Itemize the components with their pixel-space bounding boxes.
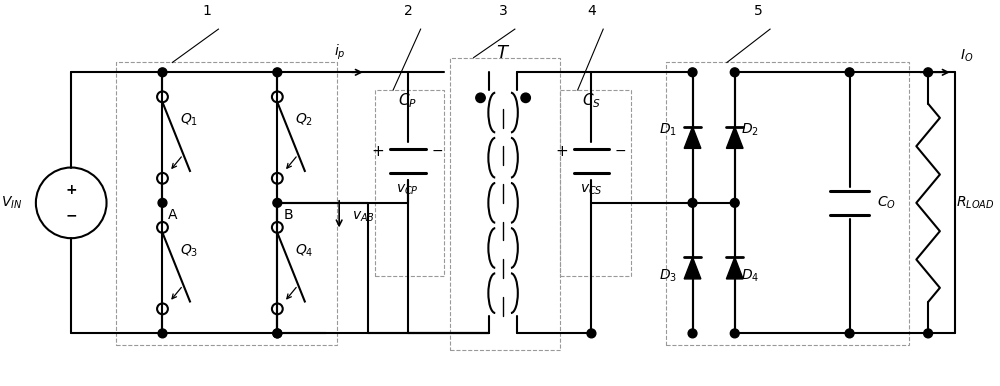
Text: +: + <box>372 144 384 159</box>
Polygon shape <box>726 257 743 279</box>
Bar <box>116 63 337 345</box>
Polygon shape <box>684 257 701 279</box>
Circle shape <box>587 329 596 338</box>
Text: $Q_3$: $Q_3$ <box>180 242 198 259</box>
Text: A: A <box>167 208 177 222</box>
Text: $T$: $T$ <box>496 44 510 63</box>
Text: $v_{AB}$: $v_{AB}$ <box>352 209 375 224</box>
Text: 1: 1 <box>202 4 211 18</box>
Text: $C_P$: $C_P$ <box>398 91 417 110</box>
Circle shape <box>730 68 739 77</box>
Circle shape <box>158 68 167 77</box>
Text: −: − <box>431 144 443 158</box>
Text: $C_O$: $C_O$ <box>877 195 896 211</box>
Text: B: B <box>283 208 293 222</box>
Circle shape <box>688 329 697 338</box>
Text: $D_3$: $D_3$ <box>659 268 677 284</box>
Text: 5: 5 <box>754 4 763 18</box>
Circle shape <box>273 198 282 207</box>
Text: +: + <box>555 144 568 159</box>
Circle shape <box>158 198 167 207</box>
Text: +: + <box>65 183 77 197</box>
Circle shape <box>688 68 697 77</box>
Bar <box>375 90 444 276</box>
Polygon shape <box>684 127 701 148</box>
Circle shape <box>273 329 282 338</box>
Text: $V_{IN}$: $V_{IN}$ <box>1 195 22 211</box>
Circle shape <box>688 198 697 207</box>
Text: $Q_4$: $Q_4$ <box>295 242 313 259</box>
Text: $D_2$: $D_2$ <box>741 122 759 138</box>
Text: $v_{CP}$: $v_{CP}$ <box>396 183 419 197</box>
Text: −: − <box>65 208 77 223</box>
Text: 4: 4 <box>587 4 596 18</box>
Text: $i_p$: $i_p$ <box>334 43 346 63</box>
Text: −: − <box>615 144 627 158</box>
Circle shape <box>845 329 854 338</box>
Circle shape <box>521 93 530 103</box>
Text: $Q_1$: $Q_1$ <box>180 112 198 128</box>
Circle shape <box>730 329 739 338</box>
Text: $D_4$: $D_4$ <box>741 268 759 284</box>
Bar <box>666 63 909 345</box>
Circle shape <box>845 68 854 77</box>
Circle shape <box>924 68 933 77</box>
Text: $Q_2$: $Q_2$ <box>295 112 313 128</box>
Circle shape <box>273 329 282 338</box>
Text: $v_{CS}$: $v_{CS}$ <box>580 183 603 197</box>
Bar <box>450 58 560 350</box>
Circle shape <box>476 93 485 103</box>
Text: $C_S$: $C_S$ <box>582 91 601 110</box>
Text: 3: 3 <box>499 4 507 18</box>
Circle shape <box>273 68 282 77</box>
Text: 2: 2 <box>404 4 412 18</box>
Polygon shape <box>726 127 743 148</box>
Text: $D_1$: $D_1$ <box>659 122 677 138</box>
Text: $I_O$: $I_O$ <box>960 48 974 64</box>
Circle shape <box>158 329 167 338</box>
Circle shape <box>924 329 933 338</box>
Circle shape <box>730 198 739 207</box>
Text: $R_{LOAD}$: $R_{LOAD}$ <box>956 195 994 211</box>
Bar <box>560 90 631 276</box>
